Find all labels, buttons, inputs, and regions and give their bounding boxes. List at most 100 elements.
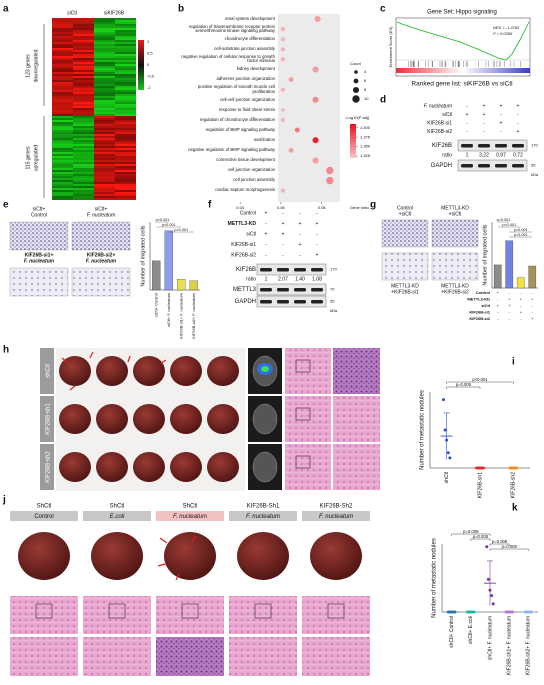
heatmap-cell: [94, 24, 115, 26]
heatmap-cell: [73, 152, 94, 154]
heatmap-cell: [52, 96, 73, 98]
heatmap-cell: [52, 168, 73, 170]
heatmap-cell: [52, 156, 73, 158]
row-header: [40, 348, 54, 394]
sign: -: [520, 303, 522, 308]
heatmap-cell: [94, 164, 115, 166]
image-label: +siCtl: [449, 211, 462, 217]
heatmap-cell: [94, 54, 115, 56]
heatmap-cell: [94, 66, 115, 68]
heatmap-cell: [52, 148, 73, 150]
heatmap-cell: [73, 168, 94, 170]
sign: +: [265, 210, 268, 216]
x-tick-label: KIF26B-si2+ F. nucleatum: [191, 292, 196, 339]
band: [311, 288, 323, 292]
heatmap-cell: [115, 150, 136, 152]
heatmap-cell: [73, 124, 94, 126]
group-label: KIF26B-Sh1: [247, 504, 280, 510]
heatmap-cell: [115, 124, 136, 126]
heatmap-cell: [73, 110, 94, 112]
histology: [285, 396, 331, 442]
metastasis-arrows: [157, 535, 197, 581]
heatmap-cell: [115, 126, 136, 128]
image-label: F. nucleatum: [86, 258, 117, 264]
heatmap-cell: [115, 172, 136, 174]
blot-frame: [457, 139, 528, 152]
heatmap-cell: [94, 150, 115, 152]
heatmap-cell: [52, 90, 73, 92]
heatmap-cell: [73, 20, 94, 22]
scale-label: 0: [147, 62, 150, 67]
heatmap-cell: [52, 174, 73, 176]
migration-image: [381, 252, 429, 281]
heatmap-cell: [115, 180, 136, 182]
heatmap-cell: [94, 116, 115, 118]
sign: +: [282, 231, 285, 237]
image-label: F. nucleatum: [24, 258, 55, 264]
heatmap-cell: [73, 122, 94, 124]
sign: +: [497, 303, 500, 308]
blot-frame: [256, 263, 327, 276]
heatmap-cell: [73, 80, 94, 82]
heatmap-cell: [52, 54, 73, 56]
heatmap-cell: [115, 160, 136, 162]
heatmap-cell: [52, 184, 73, 186]
x-tick-label: KIF26B-sh2+ F. nucleatum: [526, 616, 532, 675]
heatmap-cell: [52, 192, 73, 194]
heatmap-cell: [94, 126, 115, 128]
term-label-box: cardiac septum morphogenesis: [215, 188, 275, 193]
heatmap-cell: [52, 138, 73, 140]
zoom-box: [108, 603, 126, 619]
heatmap-cell: [115, 154, 136, 156]
heatmap-cell: [73, 28, 94, 30]
heatmap-cell: [73, 130, 94, 132]
x-tick-label: shCtl+ E.coli: [468, 616, 474, 644]
panel-label: e: [3, 200, 9, 211]
heatmap-cell: [73, 128, 94, 130]
group-label: E.coli: [110, 514, 125, 520]
term-label-box: cell-substrate junction assembly: [214, 46, 275, 51]
band: [277, 288, 289, 292]
sign: -: [500, 129, 502, 135]
heatmap-cell: [94, 38, 115, 40]
heatmap-cell: [94, 192, 115, 194]
heatmap-cell: [52, 122, 73, 124]
heatmap-cell: [94, 184, 115, 186]
heatmap-cell: [73, 58, 94, 60]
condition-label: siCtl: [481, 303, 490, 308]
heatmap-cell: [115, 70, 136, 72]
bar: [189, 280, 198, 291]
heatmap-cell: [52, 62, 73, 64]
heatmap-cell: [94, 26, 115, 28]
heatmap-cell: [73, 188, 94, 190]
heatmap-cell: [73, 52, 94, 54]
group-header: [229, 511, 297, 521]
dot: [280, 57, 286, 62]
image-label: +siCtl: [399, 211, 412, 217]
heatmap-cell: [73, 148, 94, 150]
x-tick-label: shCtl+ F. nucleatum: [487, 616, 493, 660]
heatmap-cell: [73, 136, 94, 138]
dot: [312, 157, 319, 164]
heatmap-cell: [94, 106, 115, 108]
point: [453, 610, 457, 614]
heatmap-cell: [115, 94, 136, 96]
size-key: [352, 86, 360, 94]
sign: -: [509, 290, 511, 295]
ratio-value: 3.22: [479, 152, 489, 158]
sign: +: [497, 290, 500, 295]
heatmap-cell: [73, 140, 94, 142]
heatmap-cell: [52, 198, 73, 200]
heatmap-cell: [94, 84, 115, 86]
heatmap-cell: [115, 168, 136, 170]
heatmap-cell: [73, 166, 94, 168]
heatmap-cell: [94, 168, 115, 170]
y-axis-label: Enrichment Score (ES): [388, 26, 393, 68]
heatmap-cell: [94, 120, 115, 122]
heatmap-cell: [52, 142, 73, 144]
heatmap-cell: [73, 36, 94, 38]
metastasis-arrows: [61, 351, 167, 391]
heatmap-cell: [73, 178, 94, 180]
heatmap-cell: [73, 22, 94, 24]
p-value: p=0.005: [456, 382, 472, 387]
